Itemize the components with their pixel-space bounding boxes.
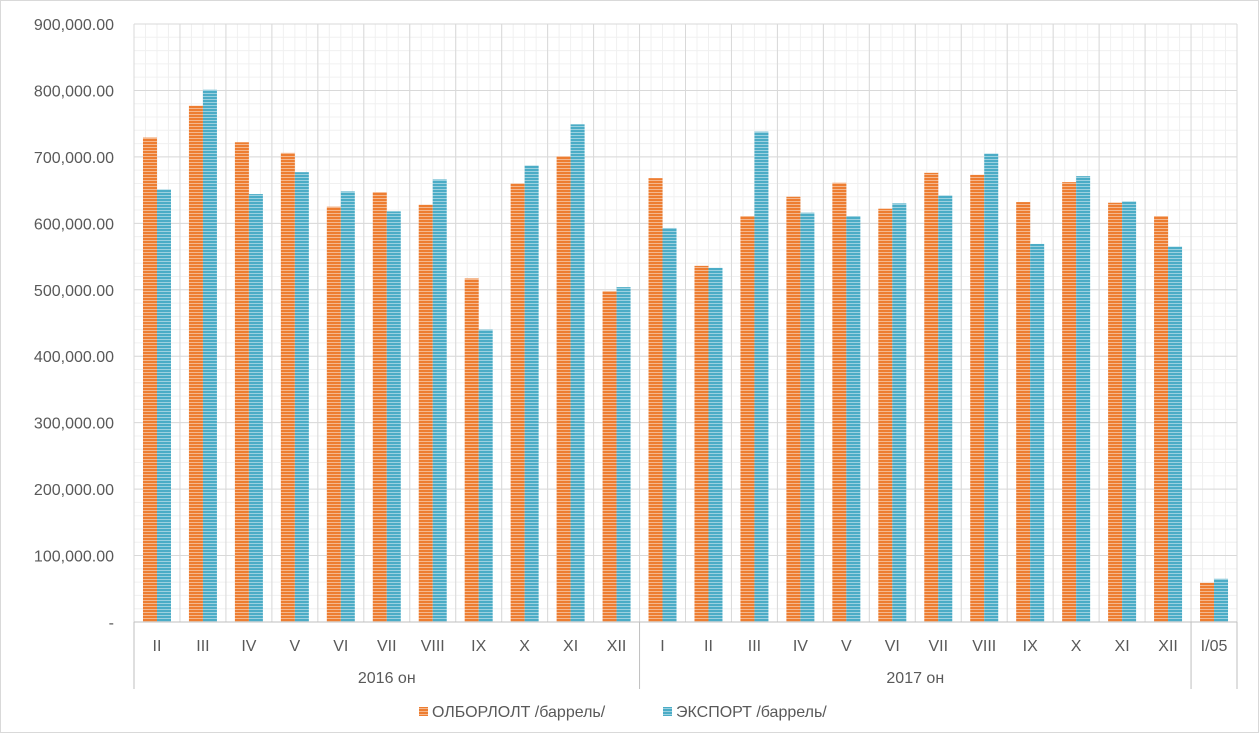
- y-tick-label: 700,000.00: [34, 150, 114, 167]
- x-tick-label: II: [153, 638, 162, 655]
- bar-export: [662, 227, 677, 623]
- group-label: 2016 он: [358, 670, 416, 687]
- x-tick-label: IX: [1023, 638, 1038, 655]
- y-tick-label: 400,000.00: [34, 349, 114, 366]
- bar-export: [1030, 243, 1045, 623]
- bar-olborlolt: [924, 172, 939, 622]
- y-tick-label: 800,000.00: [34, 83, 114, 100]
- bar-olborlolt: [1062, 182, 1077, 623]
- x-tick-label: IV: [793, 638, 808, 655]
- bar-olborlolt: [510, 183, 525, 622]
- y-tick-label: 200,000.00: [34, 482, 114, 499]
- y-tick-label: 300,000.00: [34, 416, 114, 433]
- y-tick-label: 600,000.00: [34, 216, 114, 233]
- bar-olborlolt: [832, 182, 847, 622]
- bar-export: [800, 212, 815, 623]
- x-tick-label: VIII: [972, 638, 996, 655]
- x-tick-label: III: [196, 638, 209, 655]
- x-tick-label: V: [841, 638, 852, 655]
- bar-olborlolt: [188, 105, 203, 622]
- bar-export: [340, 191, 355, 622]
- x-tick-label: X: [519, 638, 530, 655]
- x-tick-label: X: [1071, 638, 1082, 655]
- x-tick-label: VIII: [421, 638, 445, 655]
- bar-olborlolt: [234, 142, 249, 622]
- legend-label: ОЛБОРЛОЛТ /баррель/: [432, 704, 606, 721]
- x-tick-label: IV: [241, 638, 256, 655]
- x-tick-label: XII: [1158, 638, 1178, 655]
- bar-olborlolt: [326, 206, 341, 622]
- bar-olborlolt: [1016, 202, 1031, 622]
- bar-olborlolt: [464, 278, 479, 622]
- bar-olborlolt: [372, 192, 387, 623]
- bar-export: [938, 195, 953, 622]
- x-tick-label: III: [748, 638, 761, 655]
- bar-olborlolt: [786, 196, 801, 622]
- bar-export: [248, 194, 263, 622]
- y-tick-label: 500,000.00: [34, 283, 114, 300]
- bar-olborlolt: [970, 174, 985, 622]
- bar-olborlolt: [602, 291, 617, 622]
- bar-export: [524, 165, 539, 622]
- x-tick-label: VII: [928, 638, 948, 655]
- x-tick-label: II: [704, 638, 713, 655]
- x-tick-label: V: [290, 638, 301, 655]
- y-axis: - 100,000.00 200,000.00 300,000.00 400,000.0…: [34, 17, 114, 632]
- x-tick-label: I/05: [1201, 638, 1228, 655]
- bar-export: [386, 211, 401, 622]
- x-tick-label: XI: [563, 638, 578, 655]
- x-tick-label: VI: [885, 638, 900, 655]
- bar-export: [156, 189, 171, 623]
- bar-olborlolt: [694, 265, 709, 622]
- bar-export: [708, 267, 723, 622]
- bar-export: [892, 203, 907, 622]
- bar-export: [202, 89, 217, 622]
- bar-olborlolt: [418, 204, 433, 622]
- bar-export: [984, 153, 999, 623]
- x-tick-label: XII: [607, 638, 627, 655]
- bar-export: [1076, 176, 1091, 622]
- x-tick-label: IX: [471, 638, 486, 655]
- y-tick-label: 900,000.00: [34, 17, 114, 34]
- legend: ОЛБОРЛОЛТ /баррель/ЭКСПОРТ /баррель/: [419, 704, 827, 721]
- y-tick-label: 100,000.00: [34, 549, 114, 566]
- bar-export: [1214, 578, 1229, 622]
- bar-olborlolt: [280, 152, 295, 622]
- bar-export: [294, 172, 309, 622]
- bars: [142, 89, 1229, 623]
- bar-export: [754, 131, 769, 622]
- bar-olborlolt: [1154, 216, 1169, 622]
- x-tick-label: XI: [1115, 638, 1130, 655]
- bar-export: [432, 179, 447, 623]
- bar-export: [478, 329, 493, 622]
- legend-swatch: [419, 707, 428, 716]
- x-tick-label: I: [660, 638, 664, 655]
- bar-olborlolt: [878, 208, 893, 622]
- bar-export: [1168, 246, 1183, 623]
- bar-olborlolt: [1200, 582, 1215, 622]
- bar-export: [570, 124, 585, 622]
- bar-olborlolt: [648, 178, 663, 622]
- bar-export: [846, 216, 861, 622]
- legend-swatch: [663, 707, 672, 716]
- bar-export: [1122, 201, 1137, 622]
- bar-olborlolt: [740, 216, 755, 622]
- legend-label: ЭКСПОРТ /баррель/: [676, 704, 827, 721]
- x-tick-label: VI: [333, 638, 348, 655]
- bar-olborlolt: [556, 156, 571, 623]
- y-tick-label: -: [109, 615, 114, 632]
- group-label: 2017 он: [886, 670, 944, 687]
- x-axis: II III IV V VI VII VIII IX X XI XII I II III IV V VI VII V…: [133, 621, 1238, 689]
- x-tick-label: VII: [377, 638, 397, 655]
- bar-olborlolt: [142, 137, 157, 622]
- bar-export: [616, 287, 631, 622]
- bar-olborlolt: [1108, 202, 1123, 623]
